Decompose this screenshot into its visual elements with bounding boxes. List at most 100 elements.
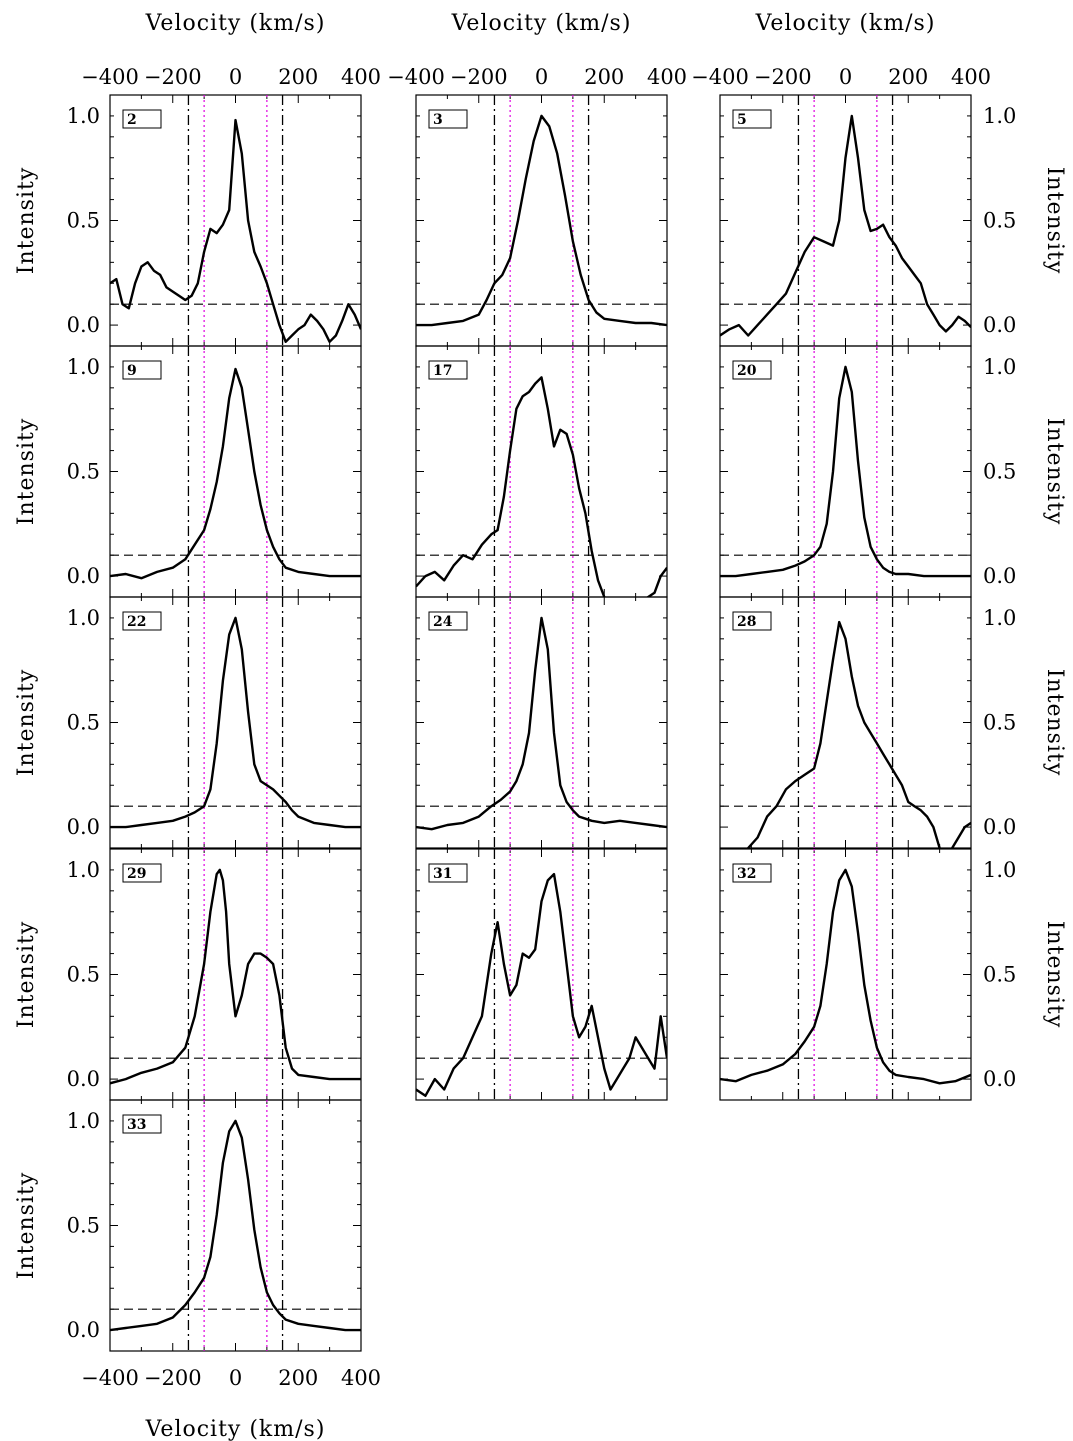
y-tick-label: 0.0 <box>67 1318 100 1342</box>
y-tick-label: 0.0 <box>983 313 1016 337</box>
y-tick-label: 0.0 <box>67 815 100 839</box>
x-axis-title-top: Velocity (km/s) <box>451 11 632 36</box>
panel-17: 17 <box>415 345 668 598</box>
panel-id-box <box>122 360 162 380</box>
y-tick-label: 0.0 <box>67 564 100 588</box>
y-tick-label: 0.0 <box>67 313 100 337</box>
ticks <box>415 95 668 346</box>
x-tick-label-bottom: 0 <box>229 1366 242 1390</box>
x-tick-label-top: 400 <box>341 65 381 89</box>
panel-id-box <box>428 360 468 380</box>
y-tick-label: 0.5 <box>67 711 100 735</box>
panel-frame <box>415 94 668 347</box>
ticks <box>719 849 972 1100</box>
x-tick-label-top: 200 <box>888 65 928 89</box>
x-tick-label-bottom: −400 <box>81 1366 139 1390</box>
y-tick-label: 1.0 <box>67 858 100 882</box>
x-tick-label-top: 0 <box>535 65 548 89</box>
panel-id-box <box>732 360 772 380</box>
y-axis-title: Intensity <box>14 921 39 1028</box>
panel-id-label: 17 <box>433 363 452 379</box>
panel-22: 22 0.0 0.5 1.0 Intensity <box>14 596 362 849</box>
ticks <box>719 597 972 848</box>
panel-frame <box>109 596 362 849</box>
y-tick-label: 0.0 <box>983 815 1016 839</box>
ticks <box>109 346 362 597</box>
ticks <box>415 597 668 848</box>
panel-id-label: 2 <box>127 112 137 128</box>
spectrum-line <box>416 376 667 597</box>
y-tick-label: 0.5 <box>983 460 1016 484</box>
x-tick-label-bottom: 400 <box>341 1366 381 1390</box>
y-tick-label: 0.5 <box>67 963 100 987</box>
y-axis-title: Intensity <box>1042 167 1067 274</box>
panel-frame <box>109 345 362 598</box>
panel-31: 31 <box>415 848 668 1101</box>
spectrum-line <box>110 367 361 580</box>
y-tick-label: 0.0 <box>67 1067 100 1091</box>
panel-28: 28 0.0 0.5 1.0 Intensity <box>719 596 1067 849</box>
y-tick-label: 1.0 <box>67 355 100 379</box>
spectrum-line <box>110 616 361 829</box>
x-tick-label-top: 200 <box>278 65 318 89</box>
x-tick-label-top: 400 <box>647 65 687 89</box>
spectrum-line <box>416 114 667 327</box>
panel-3: 3 <box>415 94 668 347</box>
x-tick-label-top: −200 <box>450 65 508 89</box>
y-tick-label: 0.5 <box>67 460 100 484</box>
panel-id-label: 33 <box>127 1117 146 1133</box>
panel-id-label: 9 <box>127 363 137 379</box>
panel-id-label: 24 <box>433 614 453 630</box>
x-tick-label-bottom: 200 <box>278 1366 318 1390</box>
x-tick-label-top: −200 <box>754 65 812 89</box>
y-axis-title: Intensity <box>14 418 39 525</box>
y-axis-title: Intensity <box>1042 669 1067 776</box>
x-axis-title-bottom: Velocity (km/s) <box>145 1417 326 1441</box>
y-tick-label: 1.0 <box>67 1109 100 1133</box>
panel-frame <box>415 596 668 849</box>
panel-id-label: 22 <box>127 614 146 630</box>
x-tick-label-top: 0 <box>839 65 852 89</box>
panel-id-box <box>428 611 468 631</box>
spectrum-line <box>720 365 971 578</box>
y-tick-label: 0.0 <box>983 564 1016 588</box>
panel-id-label: 3 <box>433 112 443 128</box>
panel-29: 29 0.0 0.5 1.0 Intensity <box>14 848 362 1101</box>
panel-frame <box>415 345 668 598</box>
panel-id-box <box>122 1114 162 1134</box>
y-tick-label: 0.0 <box>983 1067 1016 1091</box>
panel-5: 5 0.0 0.5 1.0 Intensity <box>719 94 1067 347</box>
y-tick-label: 1.0 <box>983 858 1016 882</box>
y-axis-title: Intensity <box>14 669 39 776</box>
panel-id-label: 32 <box>737 866 756 882</box>
x-axis-title-top: Velocity (km/s) <box>755 11 936 36</box>
x-axis-title-top: Velocity (km/s) <box>145 11 326 36</box>
panel-frame <box>719 94 972 347</box>
y-tick-label: 0.5 <box>983 711 1016 735</box>
x-tick-label-top: −400 <box>81 65 139 89</box>
panel-id-label: 29 <box>127 866 146 882</box>
spectrum-line <box>110 1119 361 1332</box>
x-tick-label-top: 400 <box>951 65 991 89</box>
panel-id-label: 20 <box>737 363 757 379</box>
panel-2: 2 0.0 0.5 1.0 Intensity <box>14 94 362 347</box>
panel-frame <box>109 1099 362 1352</box>
panel-id-box <box>122 863 162 883</box>
x-tick-label-top: −200 <box>144 65 202 89</box>
spectrum-line <box>720 114 971 337</box>
spectrum-line <box>720 868 971 1085</box>
panel-32: 32 0.0 0.5 1.0 Intensity <box>719 848 1067 1101</box>
ticks <box>109 849 362 1100</box>
y-axis-title: Intensity <box>1042 921 1067 1028</box>
panel-9: 9 0.0 0.5 1.0 Intensity <box>14 345 362 598</box>
panel-id-box <box>732 611 772 631</box>
y-tick-label: 0.5 <box>983 963 1016 987</box>
panel-id-box <box>428 109 468 129</box>
panel-20: 20 0.0 0.5 1.0 Intensity <box>719 345 1067 598</box>
panel-frame <box>415 848 668 1101</box>
panel-id-box <box>122 611 162 631</box>
panel-33: 33 0.0 0.5 1.0 Intensity <box>14 1099 362 1352</box>
y-axis-title: Intensity <box>14 1172 39 1279</box>
y-tick-label: 1.0 <box>67 104 100 128</box>
